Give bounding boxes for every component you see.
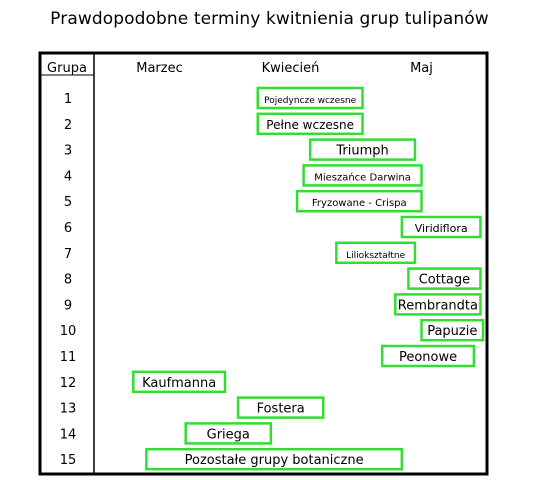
bloom-bar (394, 293, 482, 316)
group-column-header: Grupa (47, 61, 87, 76)
bloom-bar (400, 215, 482, 239)
bloom-bar (132, 370, 227, 394)
bloom-bar (420, 318, 485, 342)
group-number: 8 (64, 273, 72, 288)
bloom-bar (256, 86, 364, 110)
bloom-bar-label: Fostera (257, 402, 305, 417)
group-number: 6 (64, 221, 72, 236)
month-label: Marzec (136, 61, 183, 76)
bloom-bar (335, 241, 417, 265)
bloom-bar-label: Liliokształtne (346, 251, 405, 261)
bloom-bar-label: Mieszańce Darwina (314, 171, 411, 183)
group-number: 13 (60, 402, 77, 417)
group-number: 2 (64, 118, 72, 133)
group-number: 15 (60, 453, 77, 468)
chart-title: Prawdopodobne terminy kwitnienia grup tu… (50, 9, 489, 29)
bloom-bar-label: Triumph (335, 144, 388, 159)
bloom-bar (145, 447, 404, 471)
bloom-bar (302, 164, 423, 187)
bloom-bar (236, 396, 325, 419)
month-label: Maj (410, 61, 433, 76)
group-number: 10 (60, 324, 77, 339)
bloom-bar (295, 189, 423, 213)
group-number: 7 (64, 247, 72, 262)
group-number: 11 (60, 350, 77, 365)
month-label: Kwiecień (262, 61, 320, 76)
bloom-bar (380, 344, 476, 368)
group-number: 12 (60, 376, 77, 391)
group-number: 1 (64, 92, 72, 107)
group-number: 3 (64, 144, 72, 159)
chart-rows: 1 Pojedyncze wczesne 2 Pełne wczesne 3 Triump… (60, 86, 485, 471)
bloom-bar (308, 138, 417, 161)
bloom-bar-label: Rembrandta (398, 298, 478, 313)
bloom-bar-label: Griega (207, 427, 250, 442)
bloom-bar-label: Fryzowane - Crispa (312, 198, 407, 209)
bloom-bar-label: Pełne wczesne (266, 118, 354, 132)
group-number: 9 (64, 298, 72, 313)
chart-frame (38, 51, 489, 476)
bloom-bar-label: Pojedyncze wczesne (264, 96, 356, 106)
bloom-bar-label: Papuzie (427, 324, 477, 339)
bloom-bar-label: Viridiflora (415, 222, 468, 235)
bloom-bar (407, 267, 482, 290)
group-number: 4 (64, 169, 72, 184)
bloom-bar (256, 112, 364, 136)
chart-header: Grupa Marzec Kwiecień Maj (47, 61, 433, 76)
table-border (38, 51, 489, 476)
bloom-bar-label: Peonowe (399, 350, 457, 365)
group-number: 5 (64, 195, 72, 210)
group-number: 14 (60, 427, 77, 442)
bloom-bar-label: Cottage (419, 273, 470, 288)
bloom-bar (184, 422, 273, 445)
bloom-bar-label: Pozostałe grupy botaniczne (185, 453, 364, 468)
bloom-bar-label: Kaufmanna (142, 376, 216, 391)
